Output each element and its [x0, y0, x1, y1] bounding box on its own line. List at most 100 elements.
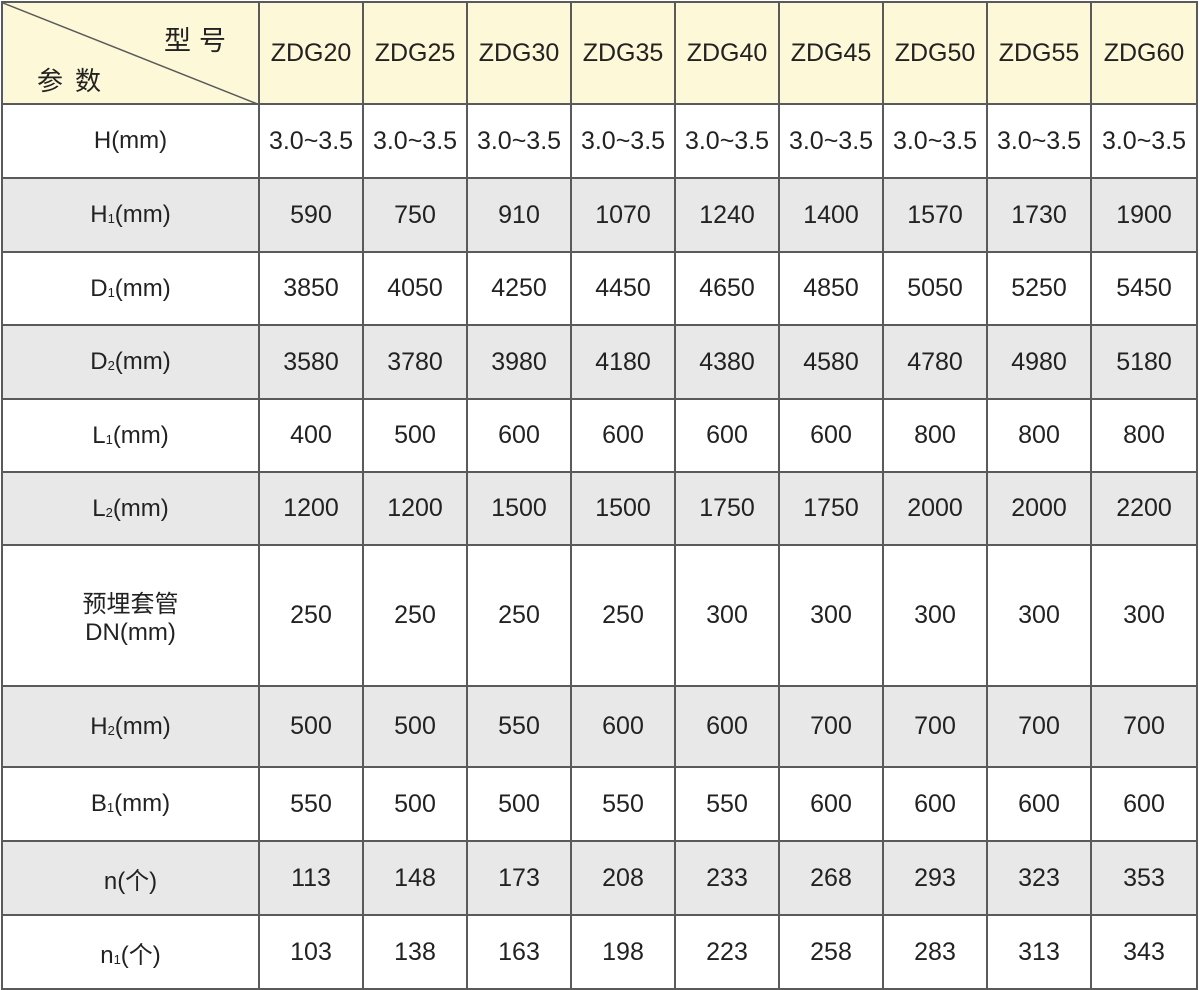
table-row: B1(mm) 550 500 500 550 550 600 600 600 600 [1, 766, 1198, 842]
value-cell: 600 [986, 766, 1092, 842]
value-cell: 268 [778, 840, 884, 916]
value-cell: 600 [674, 685, 780, 768]
value-cell: 400 [258, 398, 364, 473]
value-cell: 4380 [674, 324, 780, 400]
table-row: L2(mm) 1200 1200 1500 1500 1750 1750 2000 2000 22… [1, 471, 1198, 546]
table-row: L1(mm) 400 500 600 600 600 600 800 800 800 [1, 398, 1198, 473]
value-cell: 250 [362, 544, 468, 687]
value-cell: 4050 [362, 251, 468, 326]
value-cell: 208 [570, 840, 676, 916]
value-cell: 1570 [882, 177, 988, 253]
parameter-label: D1(mm) [1, 251, 260, 326]
value-cell: 3.0~3.5 [778, 103, 884, 179]
corner-cell: 型号 参数 [1, 1, 260, 105]
value-cell: 600 [778, 398, 884, 473]
value-cell: 4250 [466, 251, 572, 326]
value-cell: 163 [466, 914, 572, 990]
value-cell: 800 [882, 398, 988, 473]
value-cell: 3.0~3.5 [882, 103, 988, 179]
value-cell: 4180 [570, 324, 676, 400]
table-row: n(个) 113 148 173 208 233 268 293 323 353 [1, 840, 1198, 916]
value-cell: 910 [466, 177, 572, 253]
value-cell: 3.0~3.5 [466, 103, 572, 179]
value-cell: 173 [466, 840, 572, 916]
parameter-unit: (个) [120, 941, 161, 969]
value-cell: 5450 [1090, 251, 1198, 326]
value-cell: 223 [674, 914, 780, 990]
value-cell: 4650 [674, 251, 780, 326]
value-cell: 5180 [1090, 324, 1198, 400]
value-cell: 300 [778, 544, 884, 687]
value-cell: 600 [1090, 766, 1198, 842]
value-cell: 1750 [674, 471, 780, 546]
diagonal-divider [4, 4, 255, 102]
value-cell: 103 [258, 914, 364, 990]
value-cell: 3.0~3.5 [674, 103, 780, 179]
value-cell: 4580 [778, 324, 884, 400]
parameter-symbol: D [90, 274, 108, 302]
value-cell: 300 [882, 544, 988, 687]
value-cell: 4980 [986, 324, 1092, 400]
table-row: H1(mm) 590 750 910 1070 1240 1400 1570 1730 1900 [1, 177, 1198, 253]
parameter-unit: DN(mm) [85, 619, 176, 646]
value-cell: 138 [362, 914, 468, 990]
model-header-zdg30: ZDG30 [466, 1, 572, 105]
value-cell: 550 [258, 766, 364, 842]
value-cell: 300 [986, 544, 1092, 687]
value-cell: 1750 [778, 471, 884, 546]
value-cell: 1730 [986, 177, 1092, 253]
value-cell: 250 [466, 544, 572, 687]
value-cell: 800 [1090, 398, 1198, 473]
value-cell: 600 [570, 398, 676, 473]
value-cell: 2000 [986, 471, 1092, 546]
value-cell: 700 [986, 685, 1092, 768]
value-cell: 1900 [1090, 177, 1198, 253]
parameter-unit: (mm) [114, 790, 171, 817]
value-cell: 1240 [674, 177, 780, 253]
value-cell: 500 [362, 685, 468, 768]
value-cell: 600 [882, 766, 988, 842]
model-header-zdg20: ZDG20 [258, 1, 364, 105]
value-cell: 700 [778, 685, 884, 768]
value-cell: 233 [674, 840, 780, 916]
value-cell: 283 [882, 914, 988, 990]
model-header-zdg50: ZDG50 [882, 1, 988, 105]
parameter-symbol: L [92, 421, 106, 449]
value-cell: 1500 [466, 471, 572, 546]
parameter-label: H(mm) [1, 103, 260, 179]
value-cell: 600 [674, 398, 780, 473]
parameter-symbol: H [93, 127, 112, 154]
value-cell: 700 [882, 685, 988, 768]
parameter-label: B1(mm) [1, 766, 260, 842]
parameter-unit: (mm) [114, 712, 171, 740]
value-cell: 4780 [882, 324, 988, 400]
value-cell: 323 [986, 840, 1092, 916]
value-cell: 550 [466, 685, 572, 768]
parameter-subscript: 2 [107, 722, 115, 738]
parameter-unit: (个) [117, 867, 158, 895]
parameter-unit: (mm) [114, 274, 171, 302]
value-cell: 258 [778, 914, 884, 990]
value-cell: 1400 [778, 177, 884, 253]
parameter-subscript: 1 [107, 211, 115, 226]
parameter-symbol: 预埋套管 [82, 591, 179, 618]
value-cell: 1500 [570, 471, 676, 546]
parameter-symbol: n [100, 941, 114, 969]
value-cell: 750 [362, 177, 468, 253]
value-cell: 500 [258, 685, 364, 768]
value-cell: 3980 [466, 324, 572, 400]
value-cell: 3.0~3.5 [570, 103, 676, 179]
value-cell: 300 [1090, 544, 1198, 687]
table-row: H(mm) 3.0~3.5 3.0~3.5 3.0~3.5 3.0~3.5 3.0~3.5… [1, 103, 1198, 179]
parameter-symbol: H [90, 712, 108, 740]
value-cell: 3780 [362, 324, 468, 400]
parameter-subscript: 1 [106, 800, 115, 815]
value-cell: 2000 [882, 471, 988, 546]
value-cell: 500 [362, 766, 468, 842]
parameter-unit: (mm) [114, 201, 171, 228]
value-cell: 250 [258, 544, 364, 687]
model-header-zdg55: ZDG55 [986, 1, 1092, 105]
parameter-heading: 参数 [37, 67, 114, 97]
value-cell: 4850 [778, 251, 884, 326]
